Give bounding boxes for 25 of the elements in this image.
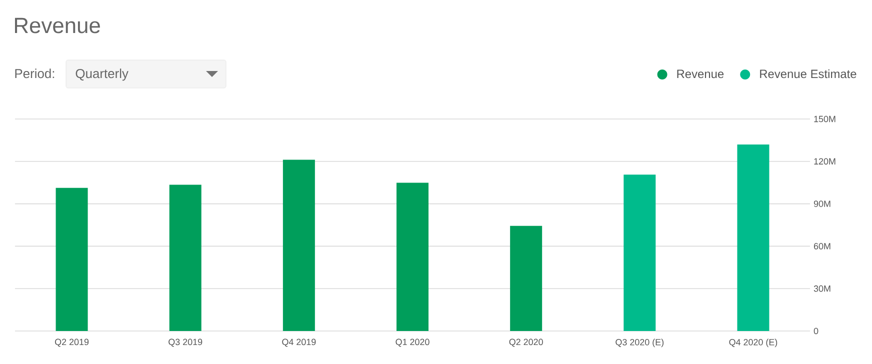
bar [624, 174, 656, 331]
legend-label: Revenue Estimate [760, 69, 856, 78]
bar [396, 182, 429, 331]
bar [282, 160, 315, 331]
y-tick-label: 150M [814, 116, 836, 122]
text: Quarterly [76, 68, 128, 81]
bar [737, 144, 770, 331]
y-tick-label: 90M [814, 200, 830, 207]
x-tick-label: Q2 2020 [509, 338, 543, 347]
y-tick-label: 60M [814, 243, 830, 250]
x-tick-label: Q4 2020 (E) [729, 338, 778, 348]
bar [56, 188, 88, 331]
legend-label: Revenue [677, 70, 724, 78]
y-tick-label: 30M [814, 285, 830, 292]
x-tick-label: Q2 2019 [55, 338, 89, 347]
chart-title: Revenue [15, 18, 100, 34]
y-tick-label: 0 [814, 328, 818, 334]
y-tick-label: 120M [814, 158, 836, 165]
x-tick-label: Q3 2019 [168, 338, 202, 347]
x-tick-label: Q3 2020 (E) [616, 338, 664, 348]
x-tick-label: Q1 2020 [396, 338, 430, 347]
bar [510, 226, 542, 331]
x-tick-label: Q4 2019 [282, 338, 316, 347]
bar [169, 184, 202, 331]
text: Period: [15, 68, 54, 78]
